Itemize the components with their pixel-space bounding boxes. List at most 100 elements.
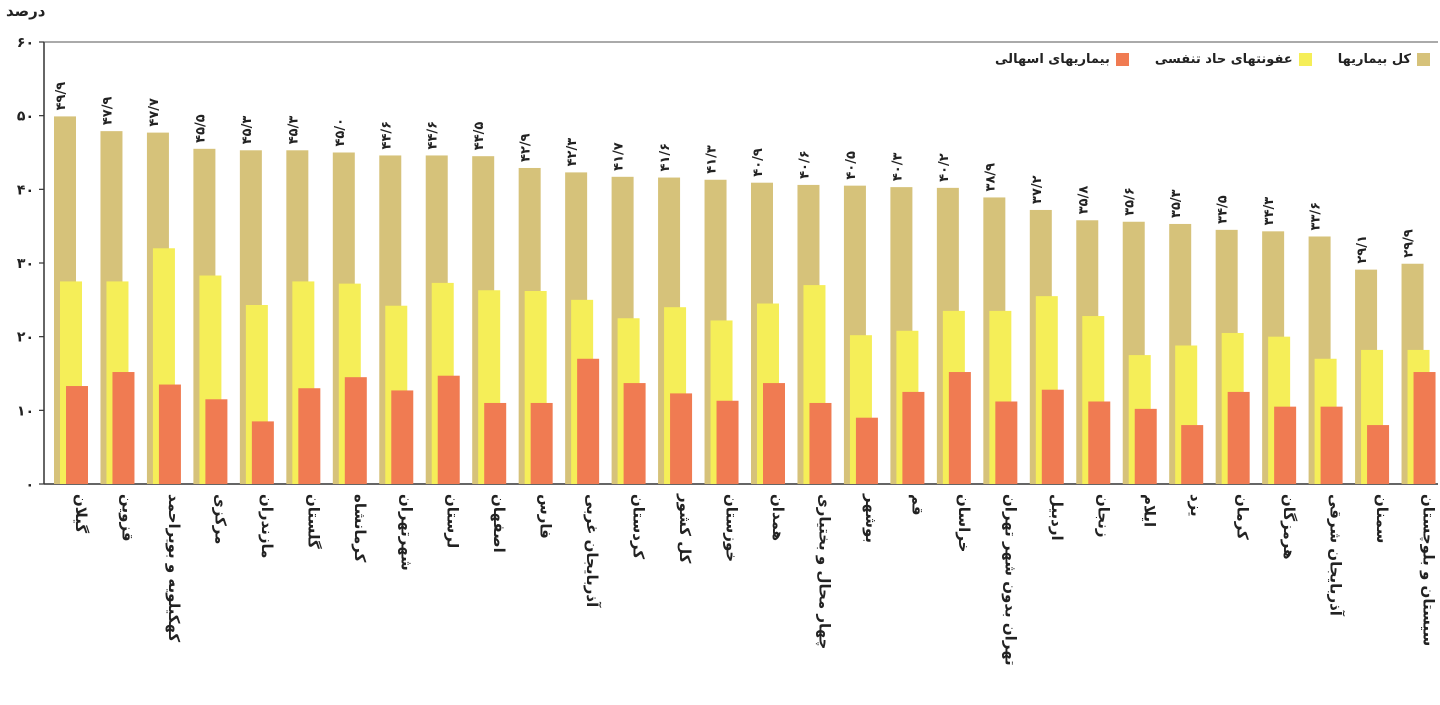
legend: کل بیماریها عفونتهای حاد تنفسی بیماریهای… [995,52,1430,67]
category-label: گلستان [304,494,322,549]
y-tick-label: ۶۰ [17,35,34,51]
data-label: ۴۲/۳ [565,138,580,167]
bar-diarrheal [391,390,414,484]
y-tick-label: ۴۰ [17,182,34,198]
category-label: مرکزی [211,494,229,544]
category-label: قزوین [118,494,136,542]
data-label: ۳۸/۹ [983,163,998,192]
bar-diarrheal [530,402,553,484]
legend-item-diarrheal: بیماریهای اسهالی [995,52,1129,67]
data-label: ۴۱/۷ [612,142,627,171]
data-label: ۳۵/۸ [1076,186,1091,215]
data-label: ۲۹/۱ [1355,235,1370,264]
category-label: لرستان [444,494,462,548]
data-label: ۴۴/۵ [472,122,487,151]
legend-swatch-respiratory [1298,53,1312,66]
bar-diarrheal [670,393,693,484]
category-label: همدان [769,494,787,541]
category-label: سیستان و بلوچستان [1419,494,1438,646]
data-label: ۳۵/۶ [1123,187,1138,216]
bar-diarrheal [1367,425,1390,484]
bar-diarrheal [1227,391,1250,484]
category-label: زنجان [1094,494,1112,538]
y-axis-title: درصد [6,2,46,20]
data-label: ۴۵/۳ [240,116,255,145]
bar-diarrheal [484,402,507,484]
data-label: ۴۵/۵ [193,114,208,143]
data-label: ۴۵/۰ [333,118,348,147]
category-label: سمنان [1373,494,1391,543]
bar-diarrheal [1041,389,1064,484]
data-label: ۳۵/۳ [1169,189,1184,218]
data-label: ۴۴/۶ [379,121,394,150]
legend-item-respiratory: عفونتهای حاد تنفسی [1155,52,1312,67]
data-label: ۴۱/۳ [705,145,720,174]
data-label: ۳۴/۳ [1262,197,1277,226]
category-label: کرمانشاه [351,494,369,563]
bar-diarrheal [948,372,971,484]
bar-diarrheal [716,400,739,484]
category-label: شهرتهران [397,494,415,571]
data-label: ۴۲/۹ [519,133,534,162]
bar-diarrheal [66,386,88,484]
bar-diarrheal [995,401,1018,484]
data-label: ۴۷/۹ [100,97,115,126]
bar-diarrheal [577,358,600,484]
bar-diarrheal [1320,406,1343,484]
category-label: کرمان [1234,494,1252,540]
category-label: اردبیل [1048,494,1066,541]
legend-label-total: کل بیماریها [1337,52,1411,67]
category-label: ایلام [1141,494,1159,527]
data-label: ۳۳/۶ [1309,202,1324,231]
data-label: ۴۱/۶ [658,143,673,172]
data-label: ۲۹/۹ [1402,229,1417,258]
category-label: تهران بدون شهر تهران [1001,494,1019,666]
category-label: گیلان [72,494,90,533]
category-label: کهکیلویه و بویراحمد [165,494,183,642]
legend-label-respiratory: عفونتهای حاد تنفسی [1154,52,1293,67]
data-label: ۴۰/۵ [844,151,859,180]
bar-diarrheal [112,372,135,484]
category-label: آذربایجان شرقی [1327,494,1345,617]
legend-swatch-total [1417,53,1430,66]
bar-diarrheal [763,383,785,484]
bar-diarrheal [855,417,878,484]
category-label: خراسان [955,494,973,552]
data-label: ۳۴/۵ [1216,195,1231,224]
data-label: ۳۷/۲ [1030,175,1045,204]
category-label: فارس [537,494,555,539]
y-tick-label: ۲۰ [17,330,34,346]
data-label: ۴۵/۳ [286,116,301,145]
bar-diarrheal [437,375,460,484]
bar-diarrheal [1134,408,1157,484]
bar-diarrheal [1088,401,1111,484]
data-label: ۴۰/۲ [937,153,952,182]
category-label: یزد [1187,494,1205,517]
category-label: کل کشور [676,493,694,564]
category-label: قم [908,494,926,516]
category-label: آذربایجان غربی [583,494,601,608]
data-label: ۴۹/۹ [54,82,69,111]
data-label: ۴۰/۳ [890,153,905,182]
legend-item-total: کل بیماریها [1338,52,1430,67]
y-tick-label: ۵۰ [17,109,34,125]
bar-diarrheal [1413,372,1436,484]
category-label: اصفهان [490,494,508,553]
legend-label-diarrheal: بیماریهای اسهالی [995,52,1110,67]
bar-diarrheal [1181,425,1204,484]
y-tick-label: ۳۰ [17,256,34,272]
legend-swatch-diarrheal [1115,53,1129,66]
category-label: خوزستان [723,494,741,562]
bar-diarrheal [251,421,274,484]
data-label: ۴۴/۶ [426,121,441,150]
category-label: هرمزگان [1280,494,1298,560]
bar-diarrheal [205,399,228,484]
bar-diarrheal [158,384,181,484]
y-tick-label: ۱۰ [17,403,34,419]
bar-diarrheal [1274,406,1297,484]
bar-diarrheal [623,383,646,484]
y-tick-label: ۰ [25,477,34,493]
category-label: چهار محال و بختیاری [814,494,833,649]
category-label: بوشهر [862,493,880,543]
